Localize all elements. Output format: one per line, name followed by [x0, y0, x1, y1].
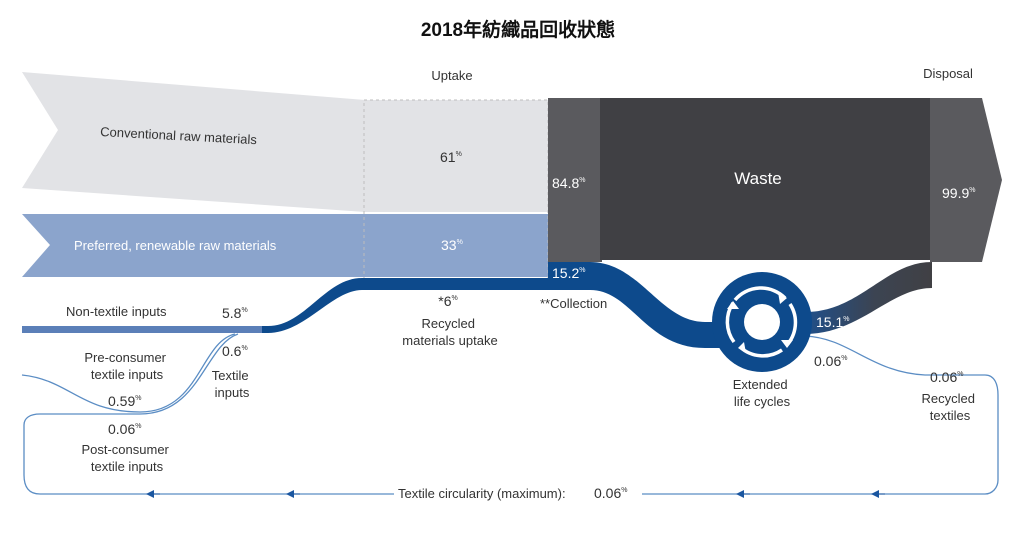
landfill-column — [548, 98, 602, 262]
cycle-arrowheads — [727, 292, 793, 353]
renewable-label: Preferred, renewable raw materials — [74, 238, 277, 253]
recycled-textiles-label: Recycled textiles — [921, 391, 978, 423]
non-textile-label: Non-textile inputs — [66, 304, 167, 319]
circularity-label: Textile circularity (maximum): — [398, 486, 566, 501]
cycle-ring-inner — [744, 304, 780, 340]
post-consumer-input-line — [39, 333, 239, 415]
disposal-arrow — [930, 98, 1002, 262]
diagram-title: 2018年紡織品回收狀態 — [421, 18, 615, 41]
renewable-materials-band — [22, 214, 548, 277]
collection-value: 15.2% — [552, 265, 585, 281]
recycled-uptake-value: *6% — [438, 293, 457, 309]
waste-block — [600, 98, 932, 260]
uptake-header: Uptake — [431, 68, 472, 83]
extended-life-cycles-label: Extended life cycles — [733, 377, 792, 409]
post-consumer-value: 0.06% — [108, 421, 141, 437]
pre-consumer-input-line — [21, 333, 236, 413]
circularity-label-bg — [394, 484, 642, 502]
pre-consumer-value: 0.59% — [108, 393, 141, 409]
post-consumer-label: Post-consumer textile inputs — [81, 442, 172, 474]
landfill-share-value: 84.8% — [552, 175, 585, 191]
waste-label: Waste — [734, 169, 782, 188]
recycled-uptake-label: Recycled materials uptake — [402, 316, 497, 348]
textile-inputs-label: Textile inputs — [212, 368, 252, 400]
non-textile-input-line — [22, 326, 262, 333]
conventional-materials-band — [22, 72, 548, 212]
pre-consumer-label: Pre-consumer textile inputs — [84, 350, 169, 382]
renewable-value: 33% — [441, 237, 463, 253]
conventional-value: 61% — [440, 149, 462, 165]
textile-inputs-value: 0.6% — [222, 343, 248, 359]
extended-return-flow — [805, 262, 932, 334]
disposal-header: Disposal — [923, 66, 973, 81]
recycled-materials-flow — [262, 278, 548, 333]
cycle-loss-line — [23, 335, 999, 495]
recycled-textiles-value: 0.06% — [930, 369, 963, 385]
extended-loss-value: 0.06% — [814, 353, 847, 369]
disposal-total-value: 99.9% — [942, 185, 975, 201]
collection-flow — [548, 262, 720, 348]
non-textile-value: 5.8% — [222, 305, 248, 321]
circularity-value: 0.06% — [594, 485, 627, 501]
extended-return-value: 15.1% — [816, 314, 849, 330]
collection-label: **Collection — [540, 296, 607, 311]
